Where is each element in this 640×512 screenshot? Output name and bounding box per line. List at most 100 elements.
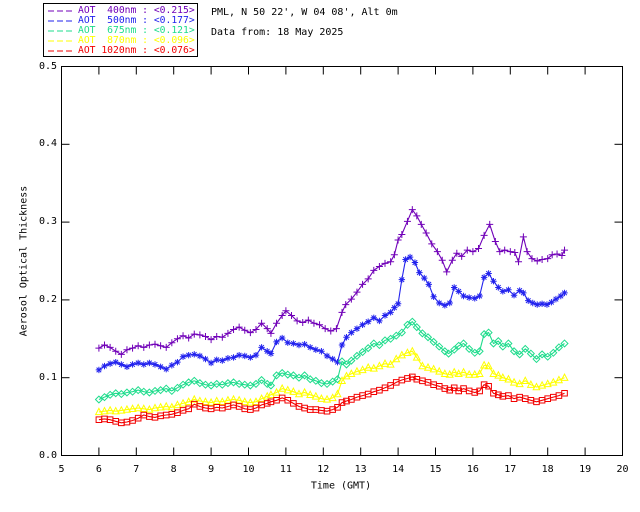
square-marker (376, 386, 383, 394)
plus-marker (533, 257, 541, 265)
triangle-marker (479, 360, 489, 369)
square-marker (323, 407, 331, 415)
plus-marker (218, 333, 226, 341)
legend-dash-line-870nm (48, 40, 74, 42)
diamond-marker (475, 347, 484, 356)
plus-marker (398, 231, 406, 239)
triangle-marker (246, 397, 255, 406)
asterisk-marker (525, 297, 532, 304)
plus-marker (480, 231, 488, 239)
diamond-marker (369, 339, 378, 348)
diamond-marker (195, 379, 204, 388)
asterisk-marker (334, 358, 341, 366)
x-tick-label: 14 (392, 464, 405, 475)
asterisk-marker (490, 278, 497, 285)
diamond-marker (283, 370, 292, 379)
triangle-marker (201, 397, 210, 406)
square-marker (179, 407, 187, 414)
triangle-marker (289, 387, 298, 395)
diamond-marker (532, 354, 541, 364)
asterisk-marker (421, 274, 428, 282)
asterisk-marker (191, 351, 198, 358)
triangle-marker (206, 397, 216, 406)
asterisk-marker (140, 361, 147, 368)
plus-marker (370, 266, 378, 274)
triangle-marker (412, 352, 421, 361)
triangle-marker (333, 389, 342, 398)
legend-label-400nm: AOT 400nm : <0.215> (78, 5, 195, 16)
plus-marker (162, 343, 170, 351)
diamond-marker (423, 333, 433, 342)
asterisk-marker (465, 294, 473, 301)
triangle-marker (560, 373, 569, 381)
square-marker (329, 406, 336, 413)
plus-marker (321, 325, 329, 333)
triangle-marker (105, 405, 115, 414)
asterisk-marker (543, 301, 551, 308)
square-marker (450, 384, 458, 392)
plus-marker (101, 341, 109, 349)
diamond-marker (229, 378, 238, 387)
asterisk-marker (247, 354, 254, 361)
asterisk-marker (101, 362, 108, 370)
plus-marker (293, 317, 301, 325)
plus-marker (375, 262, 383, 270)
asterisk-marker (376, 317, 383, 325)
legend-label-1020nm: AOT 1020nm : <0.076> (78, 45, 195, 56)
asterisk-marker (258, 344, 265, 351)
asterisk-marker (301, 341, 308, 348)
diamond-marker (257, 375, 266, 385)
plus-marker (561, 246, 569, 254)
plus-marker (190, 330, 198, 338)
asterisk-marker (485, 270, 492, 277)
plus-marker (117, 350, 125, 358)
square-marker (157, 412, 164, 420)
square-marker (550, 393, 557, 401)
square-marker (174, 409, 181, 417)
plus-marker (145, 341, 153, 349)
triangle-marker (515, 379, 524, 388)
triangle-marker (235, 395, 244, 404)
date-header: Data from: 18 May 2025 (211, 27, 344, 38)
triangle-marker (470, 369, 479, 378)
diamond-marker (549, 348, 558, 357)
plus-marker (179, 332, 187, 340)
triangle-marker (543, 379, 552, 388)
asterisk-marker (207, 359, 215, 367)
asterisk-marker (196, 352, 204, 360)
triangle-marker (306, 390, 315, 399)
legend-dash-line-400nm (48, 10, 74, 12)
plus-marker (258, 319, 266, 327)
asterisk-marker (455, 288, 462, 295)
triangle-marker (475, 369, 484, 378)
diamond-marker (352, 351, 362, 361)
plus-marker (201, 332, 209, 340)
asterisk-marker (168, 362, 176, 369)
triangle-marker (266, 390, 276, 399)
asterisk-marker (406, 253, 414, 261)
plus-marker (213, 332, 221, 340)
plus-marker (168, 339, 176, 347)
plus-marker (299, 318, 307, 326)
asterisk-marker (241, 352, 248, 360)
asterisk-marker (329, 355, 336, 363)
plus-marker (332, 325, 340, 333)
triangle-marker (554, 375, 564, 384)
square-marker (151, 414, 159, 421)
plus-marker (196, 331, 204, 339)
asterisk-marker (264, 348, 271, 355)
plus-marker (185, 334, 193, 342)
plus-marker (443, 268, 451, 276)
square-marker (555, 392, 563, 399)
triangle-marker (257, 394, 266, 402)
plus-marker (316, 321, 324, 329)
diamond-marker (342, 360, 351, 369)
y-axis-title: Aerosol Optical Thickness (18, 185, 30, 337)
triangle-marker (364, 362, 373, 371)
square-marker (334, 403, 341, 411)
plus-marker (448, 256, 456, 264)
plus-marker (288, 311, 296, 319)
x-tick-label: 6 (95, 464, 102, 475)
square-marker (185, 405, 192, 413)
square-marker (123, 418, 131, 426)
